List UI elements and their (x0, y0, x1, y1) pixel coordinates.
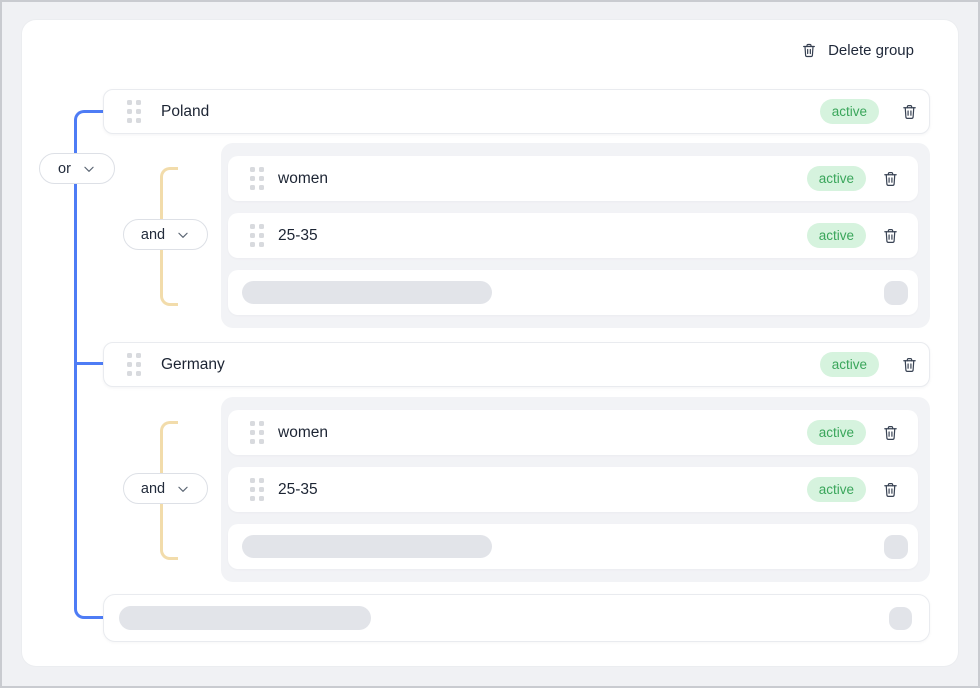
group-operator-dropdown[interactable]: and (123, 473, 208, 504)
condition-label: 25-35 (278, 480, 318, 498)
condition-group: women active 25-35 active (221, 397, 930, 582)
delete-row-button[interactable] (882, 227, 899, 245)
chevron-down-icon (84, 166, 94, 172)
status-badge[interactable]: active (806, 477, 866, 502)
trash-icon (884, 482, 897, 497)
delete-row-button[interactable] (901, 103, 918, 121)
delete-group-label: Delete group (828, 42, 914, 59)
group-operator-dropdown[interactable]: and (123, 219, 208, 250)
skeleton-pill (889, 606, 912, 630)
condition-row: women active (228, 410, 918, 455)
operator-value: and (140, 480, 166, 497)
condition-row: 25-35 active (228, 213, 918, 258)
status-badge[interactable]: active (819, 352, 879, 377)
status-badge[interactable]: active (819, 99, 879, 124)
delete-row-button[interactable] (882, 424, 899, 442)
skeleton-row (228, 524, 918, 569)
operator-value: and (140, 226, 166, 243)
skeleton-bar (242, 535, 492, 558)
group-header-row: Poland active (103, 89, 930, 134)
condition-row: women active (228, 156, 918, 201)
delete-group-button[interactable]: Delete group (801, 42, 914, 59)
skeleton-bar (242, 281, 492, 304)
condition-group: women active 25-35 active (221, 143, 930, 328)
skeleton-bar (119, 606, 371, 630)
drag-handle-icon[interactable] (250, 478, 264, 501)
trash-icon (884, 228, 897, 243)
root-operator-dropdown[interactable]: or (39, 153, 115, 184)
trash-icon (884, 425, 897, 440)
or-connector-bracket (74, 110, 103, 619)
condition-label: 25-35 (278, 226, 318, 244)
trash-icon (884, 171, 897, 186)
skeleton-row (103, 594, 930, 642)
drag-handle-icon[interactable] (250, 224, 264, 247)
status-badge[interactable]: active (806, 420, 866, 445)
group-label: Germany (161, 355, 225, 373)
drag-handle-icon[interactable] (250, 421, 264, 444)
status-badge[interactable]: active (806, 223, 866, 248)
drag-handle-icon[interactable] (127, 353, 141, 376)
chevron-down-icon (178, 486, 188, 492)
trash-icon (803, 43, 816, 58)
condition-label: women (278, 423, 328, 441)
drag-handle-icon[interactable] (127, 100, 141, 123)
condition-row: 25-35 active (228, 467, 918, 512)
drag-handle-icon[interactable] (250, 167, 264, 190)
delete-row-button[interactable] (882, 170, 899, 188)
group-header-row: Germany active (103, 342, 930, 387)
rule-builder-card: Delete group or and and Poland active (22, 20, 958, 666)
skeleton-row (228, 270, 918, 315)
chevron-down-icon (178, 232, 188, 238)
delete-row-button[interactable] (882, 481, 899, 499)
skeleton-pill (884, 534, 908, 559)
operator-value: or (58, 160, 71, 177)
group-label: Poland (161, 102, 210, 120)
delete-row-button[interactable] (901, 356, 918, 374)
status-badge[interactable]: active (806, 166, 866, 191)
condition-label: women (278, 169, 328, 187)
trash-icon (903, 357, 916, 372)
skeleton-pill (884, 280, 908, 305)
or-connector-tee (77, 362, 103, 365)
trash-icon (903, 104, 916, 119)
